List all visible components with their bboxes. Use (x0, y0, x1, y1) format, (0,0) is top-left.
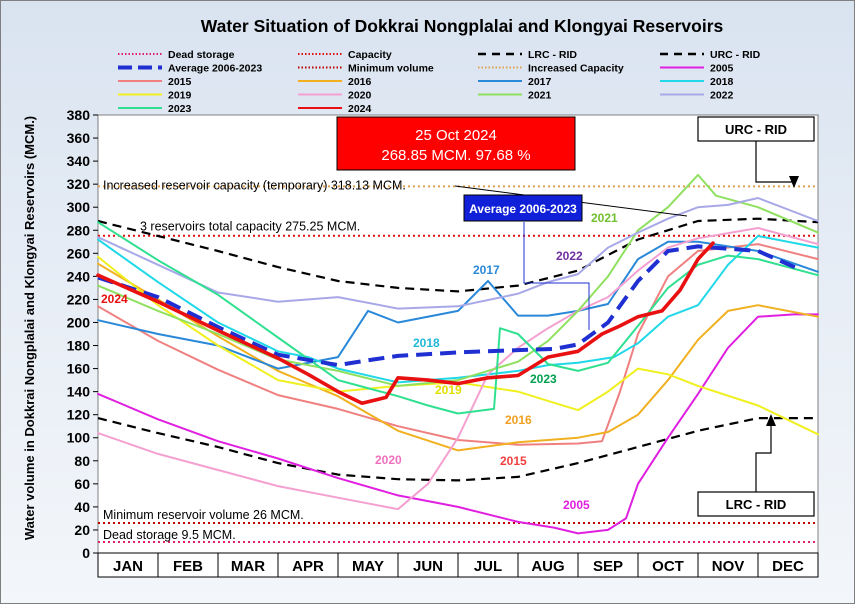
series-line-2024 (96, 241, 715, 406)
y-tick-label: 240 (67, 268, 91, 284)
series-line-2022 (97, 197, 819, 310)
legend-label-dead-storage: Dead storage (168, 49, 235, 61)
current-value-callout: 25 Oct 2024 268.85 MCM. 97.68 % (336, 116, 688, 217)
y-tick-label: 340 (67, 153, 91, 169)
series-line-average-2006-2023 (97, 244, 801, 368)
series-line-lrc-rid (97, 417, 818, 482)
series-line-2019 (97, 255, 819, 436)
y-tick-label: 180 (67, 338, 91, 354)
average-callout: Average 2006-2023 (463, 194, 590, 330)
series-label-2019: 2019 (435, 383, 462, 397)
series-label-2005: 2005 (563, 498, 590, 512)
y-axis-label: Water volume in Dokkrai Nongplalai and K… (22, 116, 37, 540)
legend-label-2017: 2017 (528, 76, 552, 88)
series-label-2017: 2017 (473, 263, 500, 277)
ref-label-increased-capacity: Increased reservoir capacity (temporary)… (103, 178, 406, 192)
ref-label-capacity: 3 reservoirs total capacity 275.25 MCM. (140, 220, 360, 234)
legend-label-2005: 2005 (710, 63, 734, 75)
series-label-2023: 2023 (530, 372, 557, 386)
series-lines (96, 173, 819, 535)
legend-label-lrc-rid: LRC - RID (528, 49, 577, 61)
y-tick-label: 320 (67, 176, 91, 192)
legend-label-increased-capacity: Increased Capacity (528, 63, 624, 75)
y-tick-label: 200 (67, 314, 91, 330)
series-line-2020 (97, 227, 819, 511)
y-tick-label: 0 (82, 545, 90, 561)
current-date-label: 25 Oct 2024 (415, 127, 497, 144)
legend-label-2020: 2020 (348, 90, 372, 102)
ref-label-dead-storage: Dead storage 9.5 MCM. (103, 528, 236, 542)
month-label-jan: JAN (113, 558, 143, 575)
legend-label-2022: 2022 (710, 90, 734, 102)
y-axis: 0 20 40 60 80 100 120 140 160 180 200 220 240 260 280 3… (67, 107, 98, 561)
urc-callout: URC - RID (697, 116, 815, 188)
month-label-aug: AUG (531, 558, 564, 575)
month-label-sep: SEP (593, 558, 623, 575)
series-line-2016 (97, 262, 819, 452)
y-tick-label: 120 (67, 407, 91, 423)
legend-label-2021: 2021 (528, 90, 552, 102)
legend-label-2019: 2019 (168, 90, 192, 102)
legend-label-urc-rid: URC - RID (710, 49, 761, 61)
legend: Dead storage Capacity LRC - RID URC - RID Av… (118, 49, 761, 115)
x-axis: JAN FEB MAR APR MAY JUN JUL AUG SEP OCT NOV DEC (97, 552, 819, 578)
month-label-nov: NOV (712, 558, 745, 575)
series-label-2022: 2022 (556, 249, 583, 263)
series-label-2021: 2021 (591, 211, 618, 225)
month-label-may: MAY (352, 558, 384, 575)
legend-label-capacity: Capacity (348, 49, 392, 61)
y-tick-label: 280 (67, 222, 91, 238)
y-tick-label: 160 (67, 361, 91, 377)
month-label-dec: DEC (772, 558, 804, 575)
legend-label-average-2006-2023: Average 2006-2023 (168, 63, 262, 75)
legend-label-2015: 2015 (168, 76, 192, 88)
series-line-2005 (97, 313, 819, 535)
month-label-apr: APR (292, 558, 324, 575)
series-line-2017 (97, 240, 819, 370)
reference-lines: Dead storage 9.5 MCM. 3 reservoirs total … (98, 178, 818, 544)
series-line-urc-rid (97, 217, 819, 293)
y-tick-label: 100 (67, 430, 91, 446)
y-tick-label: 260 (67, 245, 91, 261)
urc-callout-label: URC - RID (725, 122, 787, 137)
y-tick-label: 20 (74, 522, 90, 538)
y-tick-label: 40 (74, 499, 90, 515)
series-label-2015: 2015 (500, 454, 527, 468)
series-line-2015 (97, 243, 819, 446)
current-value-label: 268.85 MCM. 97.68 % (381, 147, 530, 164)
lrc-callout-label: LRC - RID (726, 497, 787, 512)
month-label-mar: MAR (231, 558, 265, 575)
month-label-jun: JUN (413, 558, 443, 575)
month-label-jul: JUL (474, 558, 502, 575)
legend-label-2023: 2023 (168, 103, 192, 115)
y-tick-label: 360 (67, 130, 91, 146)
legend-label-2018: 2018 (710, 76, 734, 88)
legend-label-2016: 2016 (348, 76, 372, 88)
y-tick-label: 60 (74, 476, 90, 492)
y-tick-label: 140 (67, 384, 91, 400)
legend-label-minimum-volume: Minimum volume (348, 63, 434, 75)
month-label-oct: OCT (652, 558, 684, 575)
ref-label-minimum-volume: Minimum reservoir volume 26 MCM. (103, 508, 304, 522)
legend-label-2024: 2024 (348, 103, 372, 115)
y-tick-label: 300 (67, 199, 91, 215)
series-labels: 2024 2017 2022 2021 2018 2019 2023 2016 2015 2020… (101, 211, 618, 512)
chart-title: Water Situation of Dokkrai Nongplalai an… (201, 16, 724, 36)
y-tick-label: 220 (67, 291, 91, 307)
y-tick-label: 80 (74, 453, 90, 469)
series-label-2018: 2018 (413, 336, 440, 350)
lrc-callout: LRC - RID (697, 414, 815, 517)
average-callout-label: Average 2006-2023 (469, 202, 577, 216)
series-label-2024: 2024 (101, 292, 128, 306)
series-label-2016: 2016 (505, 413, 532, 427)
series-label-2020: 2020 (375, 453, 402, 467)
month-label-feb: FEB (173, 558, 203, 575)
y-tick-label: 380 (67, 107, 91, 123)
